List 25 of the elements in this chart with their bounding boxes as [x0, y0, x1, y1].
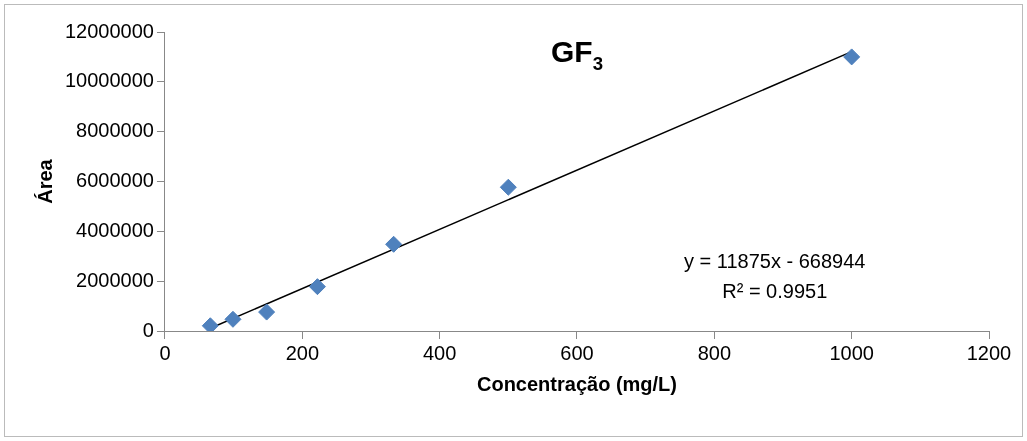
y-tick-label: 10000000: [65, 69, 154, 92]
x-tick-label: 0: [159, 341, 171, 364]
x-tick-label: 200: [285, 341, 320, 364]
x-tick-label: 1000: [829, 341, 874, 364]
point: [201, 317, 219, 331]
point: [224, 310, 242, 328]
x-tick-label: 800: [697, 341, 732, 364]
y-tick-label: 8000000: [76, 119, 154, 142]
point: [258, 303, 276, 321]
x-tick-label: 400: [422, 341, 457, 364]
point: [385, 235, 403, 253]
annotation: y = 11875x - 668944: [684, 249, 866, 272]
point: [499, 178, 517, 196]
y-tick-label: 12000000: [65, 19, 154, 42]
y-tick-label: 6000000: [76, 169, 154, 192]
point: [308, 278, 326, 296]
y-tick-label: 2000000: [76, 268, 154, 291]
x-axis-title: Concentração (mg/L): [476, 372, 678, 395]
y-tick-label: 4000000: [76, 218, 154, 241]
x-tick-label: 1200: [966, 341, 1012, 364]
point: [843, 48, 861, 66]
y-tick-label: 0: [142, 318, 154, 341]
x-tick-label: 600: [560, 341, 594, 364]
y-axis-title: Área: [33, 158, 56, 204]
annotation: R² = 0.9951: [722, 279, 828, 302]
